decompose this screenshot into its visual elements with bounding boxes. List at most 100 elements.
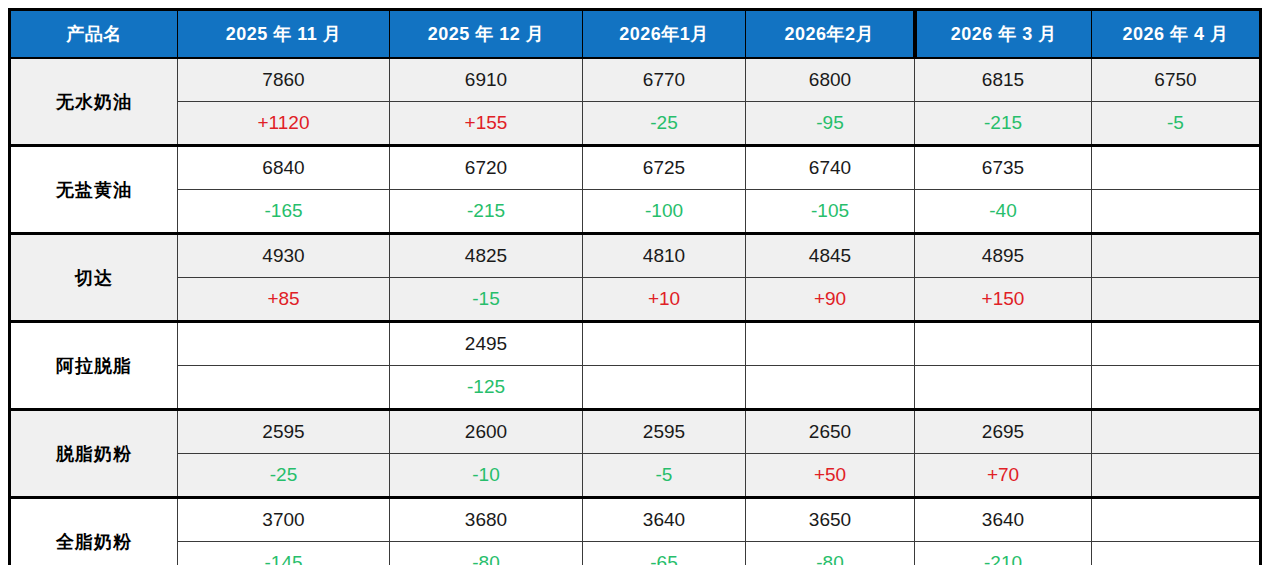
price-cell: 3650 [746,498,915,542]
change-row: -145-80-65-80-210 [10,542,1261,565]
change-cell: -165 [178,190,390,234]
change-cell: -95 [746,102,915,146]
price-cell: 6750 [1092,58,1261,102]
header-row: 产品名 2025 年 11 月 2025 年 12 月 2026年1月 2026… [10,10,1261,59]
price-table: 产品名 2025 年 11 月 2025 年 12 月 2026年1月 2026… [8,8,1262,565]
change-cell [1092,542,1261,565]
change-cell: -25 [178,454,390,498]
price-cell [1092,498,1261,542]
product-name-cell: 阿拉脱脂 [10,322,178,410]
price-cell: 6740 [746,146,915,190]
price-cell [1092,322,1261,366]
price-cell [178,322,390,366]
change-cell: +90 [746,278,915,322]
price-cell: 4895 [915,234,1092,278]
price-cell [583,322,746,366]
change-cell [746,366,915,410]
price-cell: 4810 [583,234,746,278]
change-cell [178,366,390,410]
change-cell: +10 [583,278,746,322]
price-row: 脱脂奶粉25952600259526502695 [10,410,1261,454]
price-cell: 2495 [390,322,583,366]
price-cell: 6725 [583,146,746,190]
change-cell: -25 [583,102,746,146]
price-cell [746,322,915,366]
change-cell: -105 [746,190,915,234]
price-row: 无盐黄油68406720672567406735 [10,146,1261,190]
header-cell-month-2: 2025 年 12 月 [390,10,583,59]
change-cell: +155 [390,102,583,146]
header-cell-month-4: 2026年2月 [746,10,915,59]
table-header: 产品名 2025 年 11 月 2025 年 12 月 2026年1月 2026… [10,10,1261,59]
price-cell: 6720 [390,146,583,190]
change-cell: -145 [178,542,390,565]
change-cell: -215 [390,190,583,234]
change-cell: -5 [1092,102,1261,146]
change-row: +85-15+10+90+150 [10,278,1261,322]
price-row: 切达49304825481048454895 [10,234,1261,278]
price-cell: 2595 [583,410,746,454]
price-cell [915,322,1092,366]
price-cell: 6800 [746,58,915,102]
price-cell: 2600 [390,410,583,454]
price-cell: 4845 [746,234,915,278]
change-cell: -10 [390,454,583,498]
change-cell: -100 [583,190,746,234]
price-cell [1092,410,1261,454]
product-name-cell: 切达 [10,234,178,322]
change-cell: +50 [746,454,915,498]
change-cell [1092,366,1261,410]
change-cell: -15 [390,278,583,322]
price-cell: 6770 [583,58,746,102]
change-row: -25-10-5+50+70 [10,454,1261,498]
change-cell [1092,190,1261,234]
change-cell [583,366,746,410]
change-cell [915,366,1092,410]
price-cell [1092,234,1261,278]
change-row: +1120+155-25-95-215-5 [10,102,1261,146]
change-row: -125 [10,366,1261,410]
change-cell: -215 [915,102,1092,146]
change-cell: -80 [746,542,915,565]
price-cell [1092,146,1261,190]
change-cell [1092,454,1261,498]
product-name-cell: 无盐黄油 [10,146,178,234]
change-cell: -80 [390,542,583,565]
price-cell: 4825 [390,234,583,278]
change-cell: +150 [915,278,1092,322]
price-cell: 6815 [915,58,1092,102]
price-cell: 2695 [915,410,1092,454]
price-cell: 3640 [915,498,1092,542]
header-cell-month-6: 2026 年 4 月 [1092,10,1261,59]
price-row: 阿拉脱脂2495 [10,322,1261,366]
change-cell [1092,278,1261,322]
change-cell: -210 [915,542,1092,565]
price-row: 全脂奶粉37003680364036503640 [10,498,1261,542]
price-table-container: 产品名 2025 年 11 月 2025 年 12 月 2026年1月 2026… [8,8,1262,565]
price-cell: 3700 [178,498,390,542]
header-cell-product: 产品名 [10,10,178,59]
change-cell: +70 [915,454,1092,498]
header-cell-month-5: 2026 年 3 月 [915,10,1092,59]
price-cell: 7860 [178,58,390,102]
product-name-cell: 无水奶油 [10,58,178,146]
price-cell: 3680 [390,498,583,542]
product-name-cell: 脱脂奶粉 [10,410,178,498]
change-cell: -125 [390,366,583,410]
change-cell: -40 [915,190,1092,234]
change-row: -165-215-100-105-40 [10,190,1261,234]
price-cell: 4930 [178,234,390,278]
price-cell: 2650 [746,410,915,454]
table-body: 无水奶油786069106770680068156750+1120+155-25… [10,58,1261,565]
price-cell: 6910 [390,58,583,102]
price-cell: 3640 [583,498,746,542]
change-cell: -5 [583,454,746,498]
price-cell: 2595 [178,410,390,454]
change-cell: +85 [178,278,390,322]
header-cell-month-3: 2026年1月 [583,10,746,59]
header-cell-month-1: 2025 年 11 月 [178,10,390,59]
change-cell: +1120 [178,102,390,146]
price-cell: 6735 [915,146,1092,190]
change-cell: -65 [583,542,746,565]
price-cell: 6840 [178,146,390,190]
